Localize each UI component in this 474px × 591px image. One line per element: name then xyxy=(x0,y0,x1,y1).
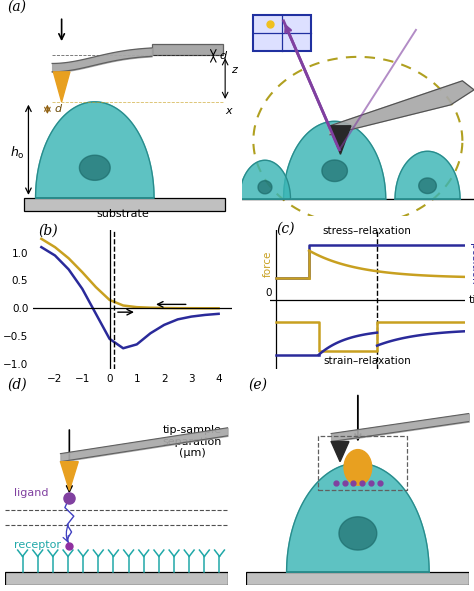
Polygon shape xyxy=(80,155,110,180)
FancyBboxPatch shape xyxy=(253,15,311,51)
Polygon shape xyxy=(322,160,347,181)
Polygon shape xyxy=(330,126,351,154)
Polygon shape xyxy=(53,72,70,102)
Polygon shape xyxy=(419,178,437,193)
FancyBboxPatch shape xyxy=(152,44,223,56)
FancyBboxPatch shape xyxy=(24,198,225,211)
Polygon shape xyxy=(258,181,272,194)
Text: (c): (c) xyxy=(276,221,294,235)
Text: strain–relaxation: strain–relaxation xyxy=(323,356,411,366)
Text: time: time xyxy=(468,295,474,305)
Polygon shape xyxy=(239,160,291,199)
FancyBboxPatch shape xyxy=(246,572,469,585)
Text: (a): (a) xyxy=(7,0,26,14)
Polygon shape xyxy=(395,151,460,199)
Text: stress–relaxation: stress–relaxation xyxy=(323,226,412,236)
Text: ligand: ligand xyxy=(14,488,48,498)
Text: receptor: receptor xyxy=(14,540,61,550)
Polygon shape xyxy=(331,441,349,462)
Polygon shape xyxy=(330,81,474,135)
Polygon shape xyxy=(60,462,78,491)
Polygon shape xyxy=(339,517,377,550)
Polygon shape xyxy=(36,102,154,198)
X-axis label: tip-sample
separation
(μm): tip-sample separation (μm) xyxy=(163,425,222,458)
Circle shape xyxy=(344,450,372,485)
Text: (b): (b) xyxy=(39,224,58,238)
Text: z: z xyxy=(231,64,237,74)
Text: (e): (e) xyxy=(249,378,268,391)
Text: position: position xyxy=(469,242,474,284)
Text: d: d xyxy=(219,51,227,61)
Text: $h_\mathrm{o}$: $h_\mathrm{o}$ xyxy=(10,145,25,161)
Text: x: x xyxy=(225,106,232,116)
FancyBboxPatch shape xyxy=(5,572,228,585)
Text: force: force xyxy=(263,250,273,277)
Text: d: d xyxy=(55,105,62,114)
Text: (d): (d) xyxy=(7,378,27,391)
Polygon shape xyxy=(283,121,386,199)
Polygon shape xyxy=(287,463,429,572)
Text: 0: 0 xyxy=(265,288,272,298)
Text: substrate: substrate xyxy=(97,209,150,219)
